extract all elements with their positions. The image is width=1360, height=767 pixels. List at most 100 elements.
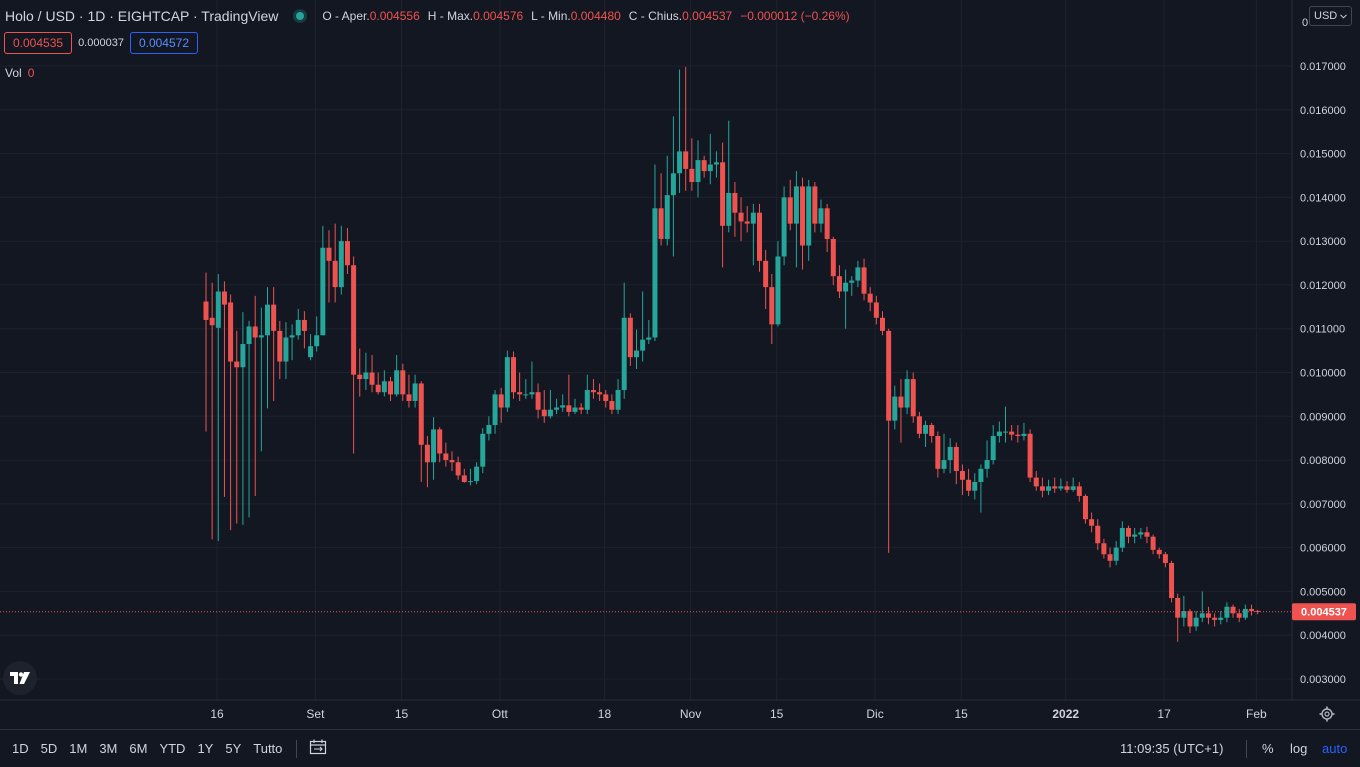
candle-body: [886, 330, 892, 421]
candle-body: [953, 446, 959, 472]
candle: [265, 287, 270, 409]
candle: [941, 433, 947, 474]
clock-timezone[interactable]: 11:09:35 (UTC+1): [1120, 741, 1224, 756]
tradingview-logo-icon[interactable]: [3, 661, 37, 695]
candle: [880, 311, 885, 336]
candle-body: [504, 357, 510, 408]
high-label: H - Max.: [427, 9, 474, 23]
candle: [1162, 552, 1168, 568]
candle-body: [689, 168, 695, 183]
candle: [388, 376, 393, 401]
candle-body: [449, 460, 455, 463]
auto-scale-toggle[interactable]: auto: [1322, 741, 1348, 756]
candle: [603, 390, 609, 408]
candle-body: [861, 267, 867, 294]
candle-body: [455, 462, 461, 476]
log-scale-toggle[interactable]: log: [1290, 741, 1308, 756]
candle-body: [658, 208, 664, 239]
candle-body: [529, 392, 535, 395]
candle-body: [1070, 486, 1076, 490]
currency-select[interactable]: USD: [1309, 6, 1353, 26]
candle-body: [1107, 554, 1113, 561]
candle-body: [271, 304, 277, 331]
candle-body: [437, 429, 443, 454]
candle-body: [812, 186, 818, 224]
candle-body: [935, 435, 941, 469]
candle-body: [234, 361, 240, 368]
candle: [726, 120, 732, 233]
calendar-range-icon[interactable]: [309, 739, 327, 758]
candle: [1089, 512, 1095, 533]
high-value: 0.004576: [473, 9, 524, 23]
y-tick-label: 0.007000: [1300, 499, 1346, 511]
range-1y-button[interactable]: 1Y: [197, 741, 214, 756]
candle: [1082, 494, 1088, 524]
candle: [787, 179, 793, 231]
time-axis: 16 Set 15 Ott 18 Nov 15 Dic 15 2022 17 Feb: [210, 707, 1267, 721]
buy-price-button[interactable]: 0.004572: [129, 32, 199, 54]
candle: [621, 282, 627, 399]
candle: [664, 155, 670, 246]
percent-scale-toggle[interactable]: %: [1262, 741, 1274, 756]
range-5d-button[interactable]: 5D: [40, 741, 58, 756]
currency-label: USD: [1314, 10, 1338, 22]
candle-body: [1027, 433, 1033, 478]
candle: [947, 438, 953, 474]
candle-body: [1169, 562, 1175, 598]
candle: [566, 374, 572, 417]
range-all-button[interactable]: Tutto: [253, 741, 283, 756]
toolbar-divider: [296, 739, 298, 758]
candle: [892, 385, 898, 430]
candle: [1218, 611, 1224, 625]
candle: [1058, 478, 1064, 491]
range-1d-button[interactable]: 1D: [12, 741, 29, 756]
candle-body: [713, 162, 719, 165]
candle: [855, 260, 861, 288]
candle-body: [621, 317, 627, 391]
candle-body: [726, 192, 732, 226]
range-1m-button[interactable]: 1M: [69, 741, 88, 756]
candle: [916, 411, 922, 439]
candle: [1205, 606, 1211, 625]
sell-price-button[interactable]: 0.004535: [4, 32, 73, 54]
candle-body: [781, 197, 787, 257]
candle-body: [806, 186, 812, 246]
price-chart[interactable]: 0.003000 0.004000 0.005000 0.006000 0.007000…: [0, 0, 1360, 730]
candle: [1076, 481, 1082, 502]
range-6m-button[interactable]: 6M: [129, 741, 148, 756]
candle-body: [640, 339, 646, 351]
candle: [978, 464, 984, 513]
candle-body: [793, 186, 799, 224]
candle-body: [578, 407, 584, 410]
candle: [535, 383, 541, 419]
candle: [590, 379, 596, 399]
candle-body: [301, 319, 307, 331]
price-axis: 0.003000 0.004000 0.005000 0.006000 0.007000…: [1300, 17, 1346, 686]
candle-body: [910, 379, 916, 417]
candle-body: [541, 409, 547, 417]
candle: [541, 390, 547, 423]
range-3m-button[interactable]: 3M: [99, 741, 118, 756]
y-tick-label: 0.006000: [1300, 543, 1346, 555]
candle-body: [843, 282, 849, 292]
candle-body: [1009, 431, 1015, 435]
y-tick-label: 0.012000: [1300, 280, 1346, 292]
candle: [381, 370, 387, 397]
symbol-title[interactable]: Holo / USD · 1D · EIGHTCAP · TradingView: [5, 8, 279, 24]
candle-body: [1187, 611, 1193, 627]
candle: [658, 173, 664, 246]
gear-icon[interactable]: [1318, 705, 1336, 726]
candle: [836, 265, 842, 299]
candle-body: [535, 392, 541, 410]
candle-body: [400, 370, 406, 395]
candle: [474, 462, 480, 485]
candle: [1052, 477, 1058, 493]
range-ytd-button[interactable]: YTD: [159, 741, 186, 756]
range-5y-button[interactable]: 5Y: [225, 741, 242, 756]
candle-body: [1095, 525, 1101, 544]
candle: [1144, 526, 1150, 544]
candle: [800, 177, 806, 270]
candle-body: [1162, 554, 1168, 563]
candle: [221, 281, 227, 497]
y-tick-label: 0.014000: [1300, 192, 1346, 204]
